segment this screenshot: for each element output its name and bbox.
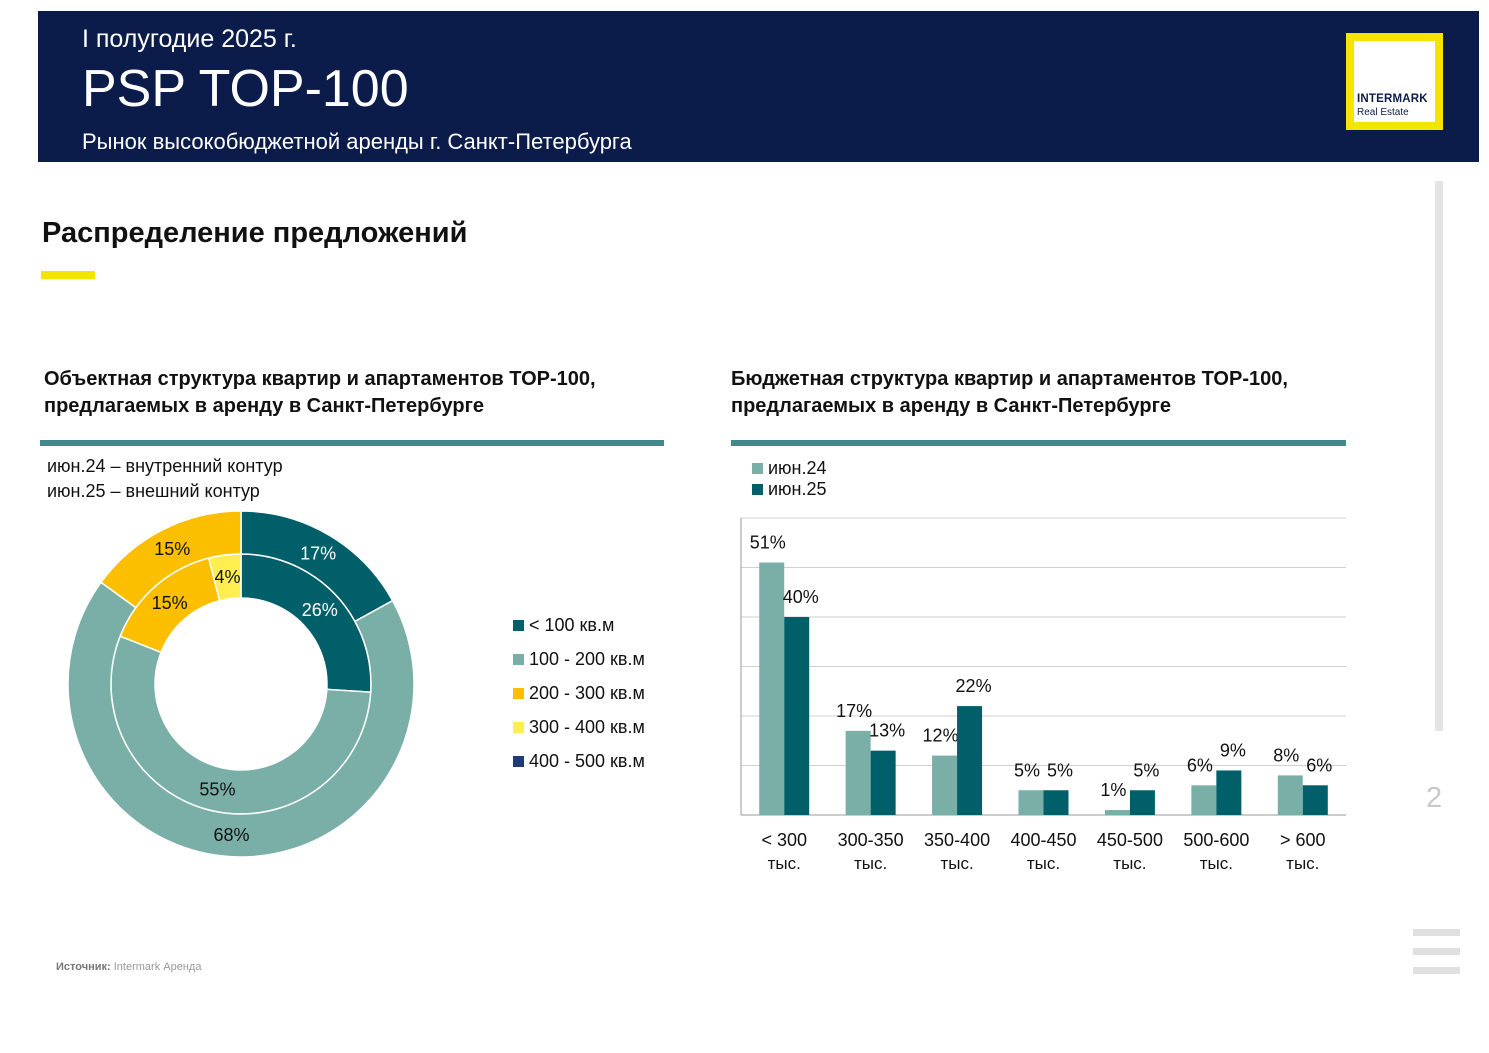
bar-июн.24-1 xyxy=(845,730,871,815)
x-tick-unit-3: тыс. xyxy=(1027,854,1060,873)
legend-swatch xyxy=(752,463,763,474)
bar-июн.24-2 xyxy=(932,755,958,815)
vertical-scroll-line xyxy=(1435,181,1443,731)
bar-июн.24-4 xyxy=(1104,810,1130,815)
x-tick-label-5: 500-600 xyxy=(1183,830,1249,850)
section-title: Распределение предложений xyxy=(42,217,468,249)
donut-note-outer: июн.25 – внешний контур xyxy=(47,481,260,501)
bar-label-июн.25-6: 6% xyxy=(1306,755,1332,775)
bar-июн.25-3 xyxy=(1043,790,1069,815)
logo-brand: INTERMARK xyxy=(1357,93,1428,105)
bar-label-июн.24-4: 1% xyxy=(1100,780,1126,800)
report-subtitle: Рынок высокобюджетной аренды г. Санкт-Пе… xyxy=(82,129,632,154)
bar-июн.25-4 xyxy=(1129,790,1155,815)
bar-июн.24-3 xyxy=(1018,790,1044,815)
legend-swatch xyxy=(513,688,524,699)
bar-label-июн.25-1: 13% xyxy=(869,721,905,741)
donut-slice-outer-1 xyxy=(67,581,415,858)
legend-swatch xyxy=(513,756,524,767)
bar-label-июн.24-2: 12% xyxy=(923,726,959,746)
legend-label: июн.24 xyxy=(768,458,827,478)
source-note: Источник: Intermark Аренда xyxy=(56,961,201,973)
legend-label: 400 - 500 кв.м xyxy=(529,751,645,771)
legend-swatch xyxy=(513,722,524,733)
legend-label: 300 - 400 кв.м xyxy=(529,717,645,737)
accent-bar xyxy=(41,271,95,279)
x-tick-unit-4: тыс. xyxy=(1113,854,1146,873)
legend-label: < 100 кв.м xyxy=(529,615,615,635)
bar-июн.24-5 xyxy=(1191,785,1217,815)
bar-legend-item-1: июн.25 xyxy=(752,479,827,500)
bar-label-июн.25-3: 5% xyxy=(1047,760,1073,780)
donut-legend-item-3: 300 - 400 кв.м xyxy=(513,717,645,738)
bar-июн.24-0 xyxy=(759,562,785,815)
logo-tagline: Real Estate xyxy=(1357,107,1409,118)
donut-label-outer-2: 15% xyxy=(154,539,190,559)
bar-label-июн.24-1: 17% xyxy=(836,701,872,721)
legend-swatch xyxy=(752,484,763,495)
bar-label-июн.25-0: 40% xyxy=(783,587,819,607)
source-label: Источник: xyxy=(56,961,111,973)
x-tick-label-4: 450-500 xyxy=(1097,830,1163,850)
legend-label: 200 - 300 кв.м xyxy=(529,683,645,703)
donut-label-inner-1: 55% xyxy=(199,779,235,799)
bar-июн.25-2 xyxy=(957,706,983,815)
source-value: Intermark Аренда xyxy=(113,961,202,973)
donut-label-outer-0: 17% xyxy=(300,544,336,564)
bar-июн.24-6 xyxy=(1277,775,1303,815)
donut-legend-item-4: 400 - 500 кв.м xyxy=(513,751,645,772)
bar-label-июн.24-5: 6% xyxy=(1187,755,1213,775)
header-banner: I полугодие 2025 г. PSP TOP-100 Рынок вы… xyxy=(38,11,1479,162)
legend-swatch xyxy=(513,654,524,665)
donut-note-inner: июн.24 – внутренний контур xyxy=(47,456,283,476)
bar-июн.25-6 xyxy=(1302,785,1328,815)
page-number: 2 xyxy=(1426,782,1443,814)
bar-label-июн.24-0: 51% xyxy=(750,533,786,553)
x-tick-unit-2: тыс. xyxy=(940,854,973,873)
x-tick-label-3: 400-450 xyxy=(1010,830,1076,850)
x-tick-unit-6: тыс. xyxy=(1286,854,1319,873)
x-tick-label-6: > 600 xyxy=(1280,830,1326,850)
bar-legend-item-0: июн.24 xyxy=(752,458,827,479)
legend-label: июн.25 xyxy=(768,479,827,499)
bar-chart-title: Бюджетная структура квартир и апартамент… xyxy=(731,368,1288,417)
report-period: I полугодие 2025 г. xyxy=(82,25,297,53)
report-title: PSP TOP-100 xyxy=(82,60,409,118)
bar-title-rule xyxy=(731,440,1346,446)
intermark-logo: INTERMARK Real Estate xyxy=(1346,33,1443,130)
x-tick-label-2: 350-400 xyxy=(924,830,990,850)
x-tick-label-0: < 300 xyxy=(761,830,807,850)
donut-title-rule xyxy=(40,440,664,446)
bar-label-июн.25-2: 22% xyxy=(956,676,992,696)
x-tick-unit-5: тыс. xyxy=(1200,854,1233,873)
donut-legend-item-2: 200 - 300 кв.м xyxy=(513,683,645,704)
donut-legend-item-1: 100 - 200 кв.м xyxy=(513,649,645,670)
bar-июн.25-1 xyxy=(870,750,896,815)
donut-label-inner-2: 15% xyxy=(152,593,188,613)
bar-июн.25-5 xyxy=(1216,770,1242,815)
donut-chart-title: Объектная структура квартир и апартамент… xyxy=(44,368,596,417)
legend-label: 100 - 200 кв.м xyxy=(529,649,645,669)
bar-label-июн.25-5: 9% xyxy=(1220,740,1246,760)
bar-июн.25-0 xyxy=(784,617,810,815)
donut-label-inner-3: 4% xyxy=(214,567,240,587)
bar-label-июн.24-3: 5% xyxy=(1014,760,1040,780)
bar-label-июн.25-4: 5% xyxy=(1133,760,1159,780)
legend-swatch xyxy=(513,620,524,631)
donut-label-inner-0: 26% xyxy=(302,600,338,620)
bar-label-июн.24-6: 8% xyxy=(1273,745,1299,765)
x-tick-unit-0: тыс. xyxy=(768,854,801,873)
x-tick-label-1: 300-350 xyxy=(838,830,904,850)
donut-label-outer-1: 68% xyxy=(213,825,249,845)
donut-slice-outer-2 xyxy=(99,510,242,609)
x-tick-unit-1: тыс. xyxy=(854,854,887,873)
donut-legend-item-0: < 100 кв.м xyxy=(513,615,614,636)
